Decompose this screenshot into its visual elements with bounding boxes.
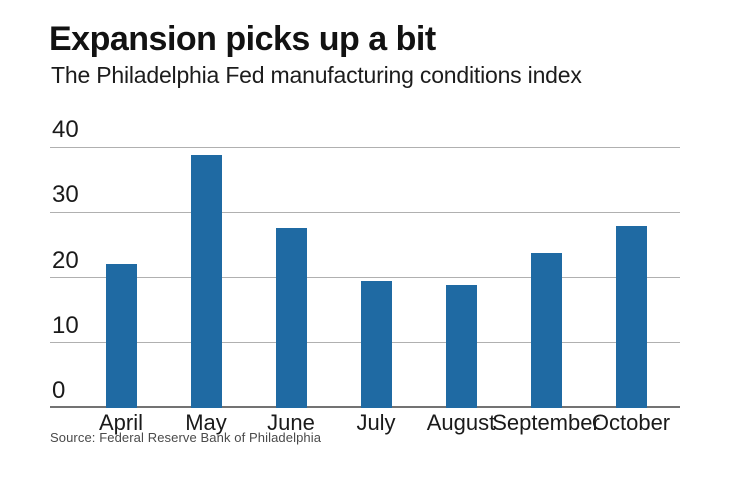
y-tick-label: 20 xyxy=(52,246,79,274)
bar-april xyxy=(105,264,137,408)
x-tick-label: June xyxy=(267,410,315,435)
bar-june xyxy=(275,227,307,408)
bar-august xyxy=(445,284,477,408)
bar-september xyxy=(530,252,562,408)
bar-october xyxy=(615,225,647,408)
source-note: Source: Federal Reserve Bank of Philadel… xyxy=(50,430,322,445)
gridline xyxy=(50,277,680,278)
gridline xyxy=(50,211,680,213)
chart-title: Expansion picks up a bit xyxy=(49,20,436,58)
x-tick-label: July xyxy=(356,410,396,435)
x-tick-label: August xyxy=(426,410,496,435)
gridline xyxy=(50,146,680,148)
x-tick-label: April xyxy=(98,410,144,435)
y-tick-label: 10 xyxy=(52,311,79,339)
x-tick-label: October xyxy=(591,410,671,435)
x-tick-label: September xyxy=(492,410,600,435)
x-axis: April May June July August September October xyxy=(50,410,680,438)
plot-area: 0 10 20 30 40 xyxy=(50,117,680,408)
y-tick-label: 0 xyxy=(52,377,66,404)
x-tick-label: May xyxy=(185,410,227,435)
y-tick-label: 30 xyxy=(52,181,79,209)
bar-july xyxy=(360,280,392,408)
chart-subtitle: The Philadelphia Fed manufacturing condi… xyxy=(51,62,582,88)
y-tick-label: 40 xyxy=(52,116,79,143)
bar-may xyxy=(190,154,222,408)
